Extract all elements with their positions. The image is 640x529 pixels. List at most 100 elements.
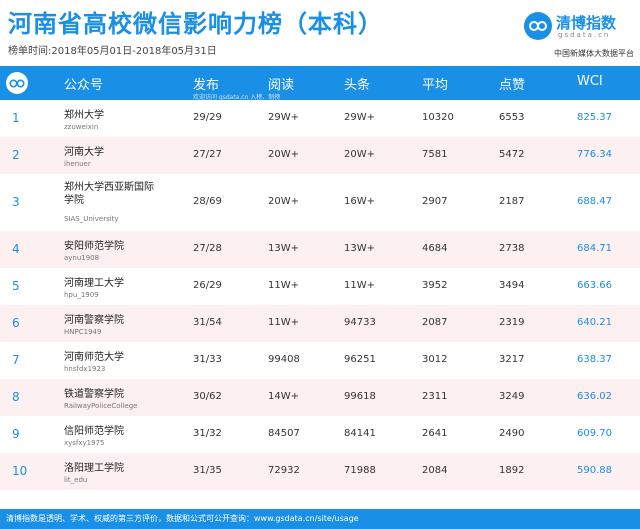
table-row[interactable]: 5 河南理工大学 hpu_1909 26/29 11W+ 11W+ 3952 3494 663.… — [0, 268, 640, 305]
read-cell: 20W+ — [268, 195, 299, 207]
rank-number: 10 — [12, 463, 28, 478]
account-name[interactable]: 河南理工大学 — [64, 278, 124, 289]
account-id: HNPC1949 — [64, 328, 102, 336]
read-cell: 99408 — [268, 353, 300, 365]
likes-cell: 3217 — [499, 353, 525, 365]
account-id: xysfxy1975 — [64, 439, 105, 447]
column-header-account[interactable]: 公众号 — [64, 78, 104, 93]
likes-cell: 2490 — [499, 427, 525, 439]
headline-cell: 13W+ — [344, 242, 375, 254]
column-header-headline[interactable]: 头条 — [344, 78, 371, 93]
account-name[interactable]: 郑州大学西亚斯国际学院 — [64, 182, 154, 206]
wci-cell: 609.70 — [577, 427, 612, 439]
column-header-read[interactable]: 阅读 — [268, 78, 295, 93]
wci-cell: 825.37 — [577, 111, 612, 123]
likes-cell: 6553 — [499, 111, 525, 123]
read-cell: 20W+ — [268, 148, 299, 160]
table-row[interactable]: 10 洛阳理工学院 lit_edu 31/35 72932 71988 2084 1892 59… — [0, 453, 640, 490]
column-header-wci[interactable]: WCI — [577, 74, 603, 89]
column-header-likes[interactable]: 点赞 — [499, 78, 526, 93]
publish-cell: 28/69 — [193, 195, 222, 207]
read-cell: 29W+ — [268, 111, 299, 123]
rank-number: 5 — [12, 278, 20, 293]
wci-cell: 638.37 — [577, 353, 612, 365]
column-header-publish[interactable]: 发布 — [193, 78, 220, 93]
average-cell: 2641 — [422, 427, 448, 439]
publish-cell: 27/28 — [193, 242, 222, 254]
brand-logo[interactable]: 清博指数 gsdata.cn 中国新媒体大数据平台 — [524, 10, 634, 60]
wci-cell: 663.66 — [577, 279, 612, 291]
average-cell: 10320 — [422, 111, 454, 123]
table-row[interactable]: 2 河南大学 ihenuer 27/27 20W+ 20W+ 7581 5472 776.34 — [0, 137, 640, 174]
table-row[interactable]: 8 铁道警察学院 RailwayPoliceCollege 30/62 14W+ 9961… — [0, 379, 640, 416]
likes-cell: 5472 — [499, 148, 525, 160]
account-name[interactable]: 河南大学 — [64, 147, 104, 158]
account-name[interactable]: 信阳师范学院 — [64, 426, 124, 437]
read-cell: 11W+ — [268, 279, 299, 291]
headline-cell: 20W+ — [344, 148, 375, 160]
rank-number: 2 — [12, 147, 20, 162]
qingbo-logo-icon — [524, 12, 552, 40]
table-row[interactable]: 7 河南师范大学 hnsfdx1923 31/33 99408 96251 3012 3217… — [0, 342, 640, 379]
account-id: RailwayPoliceCollege — [64, 402, 138, 410]
account-name[interactable]: 洛阳理工学院 — [64, 463, 124, 474]
average-cell: 2084 — [422, 464, 448, 476]
headline-cell: 71988 — [344, 464, 376, 476]
account-name[interactable]: 河南警察学院 — [64, 315, 124, 326]
wci-cell: 688.47 — [577, 195, 612, 207]
headline-cell: 29W+ — [344, 111, 375, 123]
headline-cell: 16W+ — [344, 195, 375, 207]
brand-tagline: 中国新媒体大数据平台 — [554, 49, 634, 58]
publish-cell: 31/32 — [193, 427, 222, 439]
wci-cell: 636.02 — [577, 390, 612, 402]
read-cell: 72932 — [268, 464, 300, 476]
likes-cell: 2187 — [499, 195, 525, 207]
publish-cell: 30/62 — [193, 390, 222, 402]
wci-cell: 684.71 — [577, 242, 612, 254]
page-footer: 清博指数是透明、学术、权威的第三方评价，数据和公式可公开查询：www.gsdat… — [0, 509, 640, 529]
wci-cell: 590.88 — [577, 464, 612, 476]
account-id: ihenuer — [64, 160, 91, 168]
publish-cell: 31/33 — [193, 353, 222, 365]
read-cell: 14W+ — [268, 390, 299, 402]
publish-cell: 31/54 — [193, 316, 222, 328]
account-id: zzuweixin — [64, 123, 99, 131]
table-row[interactable]: 6 河南警察学院 HNPC1949 31/54 11W+ 94733 2087 2319 640… — [0, 305, 640, 342]
table-row[interactable]: 1 郑州大学 zzuweixin 29/29 29W+ 29W+ 10320 6553 825.… — [0, 100, 640, 137]
account-name[interactable]: 铁道警察学院 — [64, 389, 124, 400]
account-name[interactable]: 郑州大学 — [64, 110, 104, 121]
average-cell: 3952 — [422, 279, 448, 291]
headline-cell: 11W+ — [344, 279, 375, 291]
average-cell: 2907 — [422, 195, 448, 207]
ranking-period: 榜单时间:2018年05月01日-2018年05月31日 — [8, 46, 217, 57]
qingbo-logo-icon — [6, 72, 28, 94]
table-row[interactable]: 3 郑州大学西亚斯国际学院 SIAS_University 28/69 20W+ 16W+… — [0, 174, 640, 231]
account-id: aynu1908 — [64, 254, 100, 262]
publish-cell: 27/27 — [193, 148, 222, 160]
table-row[interactable]: 4 安阳师范学院 aynu1908 27/28 13W+ 13W+ 4684 2738 684.… — [0, 231, 640, 268]
account-id: hpu_1909 — [64, 291, 99, 299]
read-cell: 13W+ — [268, 242, 299, 254]
headline-cell: 94733 — [344, 316, 376, 328]
account-name[interactable]: 安阳师范学院 — [64, 241, 124, 252]
publish-cell: 31/35 — [193, 464, 222, 476]
column-header-average[interactable]: 平均 — [422, 78, 449, 93]
likes-cell: 2319 — [499, 316, 525, 328]
page-header: 河南省高校微信影响力榜（本科） 榜单时间:2018年05月01日-2018年05… — [0, 0, 640, 64]
table-row[interactable]: 9 信阳师范学院 xysfxy1975 31/32 84507 84141 2641 2490… — [0, 416, 640, 453]
headline-cell: 99618 — [344, 390, 376, 402]
rank-number: 7 — [12, 352, 20, 367]
average-cell: 2311 — [422, 390, 448, 402]
wci-cell: 776.34 — [577, 148, 612, 160]
publish-cell: 29/29 — [193, 111, 222, 123]
read-cell: 11W+ — [268, 316, 299, 328]
wci-cell: 640.21 — [577, 316, 612, 328]
page-title: 河南省高校微信影响力榜（本科） — [8, 10, 383, 38]
brand-name: 清博指数 — [556, 14, 617, 32]
account-name[interactable]: 河南师范大学 — [64, 352, 124, 363]
average-cell: 3012 — [422, 353, 448, 365]
average-cell: 2087 — [422, 316, 448, 328]
rank-number: 9 — [12, 426, 20, 441]
rank-number: 3 — [12, 194, 20, 209]
rank-number: 6 — [12, 315, 20, 330]
